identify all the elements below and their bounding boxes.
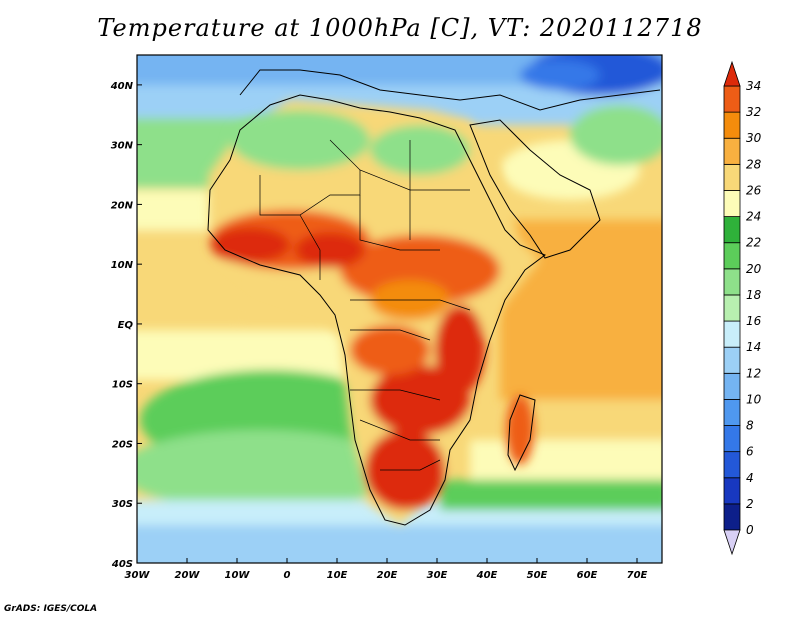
colorbar-swatch <box>723 268 741 296</box>
colorbar-level-label: 16 <box>746 314 762 328</box>
colorbar-swatch <box>723 477 741 505</box>
colorbar-level-label: 28 <box>746 157 762 171</box>
lon-tick-label: 20W <box>175 570 201 581</box>
colorbar-level-label: 24 <box>746 210 761 224</box>
country-borders <box>259 139 471 471</box>
colorbar-level-label: 30 <box>746 131 762 145</box>
colorbar-swatch <box>723 425 741 453</box>
colorbar-level-label: 0 <box>746 523 754 537</box>
lon-tick-label: 0 <box>284 570 291 581</box>
lat-tick-label: 30S <box>112 499 133 510</box>
longitude-axis: 30W 20W 10W 0 10E 20E 30E 40E 50E 60E 70E <box>125 558 648 581</box>
lon-tick-label: 60E <box>577 570 598 581</box>
lat-tick-label: EQ <box>118 320 134 331</box>
lat-tick-label: 20N <box>111 200 134 211</box>
lon-tick-label: 40E <box>476 570 498 581</box>
colorbar-swatch <box>723 346 741 374</box>
colorbar-min-arrow <box>723 529 741 556</box>
colorbar-swatch <box>723 190 741 217</box>
lon-tick-label: 10W <box>225 570 251 581</box>
lat-tick-label: 10S <box>112 380 133 391</box>
colorbar-swatch <box>723 242 741 270</box>
colorbar-swatch <box>723 372 741 400</box>
lon-tick-label: 30E <box>427 570 448 581</box>
colorbar-swatch <box>723 111 741 139</box>
colorbar-swatch <box>723 399 741 426</box>
colorbar-level-label: 2 <box>746 497 754 511</box>
latitude-axis: 40N 30N 20N 10N EQ 10S 20S 30S 40S <box>110 81 142 570</box>
colorbar-level-label: 6 <box>746 445 754 459</box>
lat-tick-label: 30N <box>111 141 134 152</box>
plot-frame <box>136 54 663 564</box>
colorbar-swatch <box>723 137 741 165</box>
temperature-field <box>137 55 662 563</box>
lat-tick-label: 20S <box>112 439 133 450</box>
colorbar-swatch <box>723 320 741 348</box>
colorbar-swatch <box>723 216 741 244</box>
colorbar-level-label: 20 <box>746 262 762 276</box>
colorbar-max-arrow <box>723 60 741 87</box>
colorbar-level-label: 34 <box>746 79 761 93</box>
colorbar-swatch <box>723 294 741 322</box>
lat-tick-label: 40S <box>111 559 133 570</box>
map-title: Temperature at 1000hPa [C], VT: 20201127… <box>97 14 703 42</box>
colorbar-swatch <box>723 451 741 479</box>
colorbar-level-label: 18 <box>746 288 762 302</box>
colorbar-level-label: 4 <box>746 471 754 485</box>
lon-tick-label: 70E <box>627 570 648 581</box>
colorbar-level-label: 8 <box>746 419 754 433</box>
lat-tick-label: 10N <box>111 260 134 271</box>
lon-tick-label: 30W <box>125 570 151 581</box>
lon-tick-label: 10E <box>327 570 348 581</box>
colorbar-swatch <box>723 85 741 113</box>
colorbar-swatch <box>723 163 741 191</box>
colorbar-level-label: 14 <box>746 340 761 354</box>
lat-tick-label: 40N <box>110 81 134 92</box>
colorbar-level-label: 32 <box>746 105 761 119</box>
lon-tick-label: 50E <box>527 570 548 581</box>
coastlines <box>207 69 661 526</box>
colorbar-level-label: 10 <box>746 392 762 406</box>
colorbar-level-label: 22 <box>746 236 761 250</box>
lon-tick-label: 20E <box>377 570 398 581</box>
colorbar-level-label: 12 <box>746 366 761 380</box>
credit-label: GrADS: IGES/COLA <box>4 604 98 614</box>
colorbar-level-label: 26 <box>746 183 762 197</box>
colorbar-swatch <box>723 503 741 531</box>
